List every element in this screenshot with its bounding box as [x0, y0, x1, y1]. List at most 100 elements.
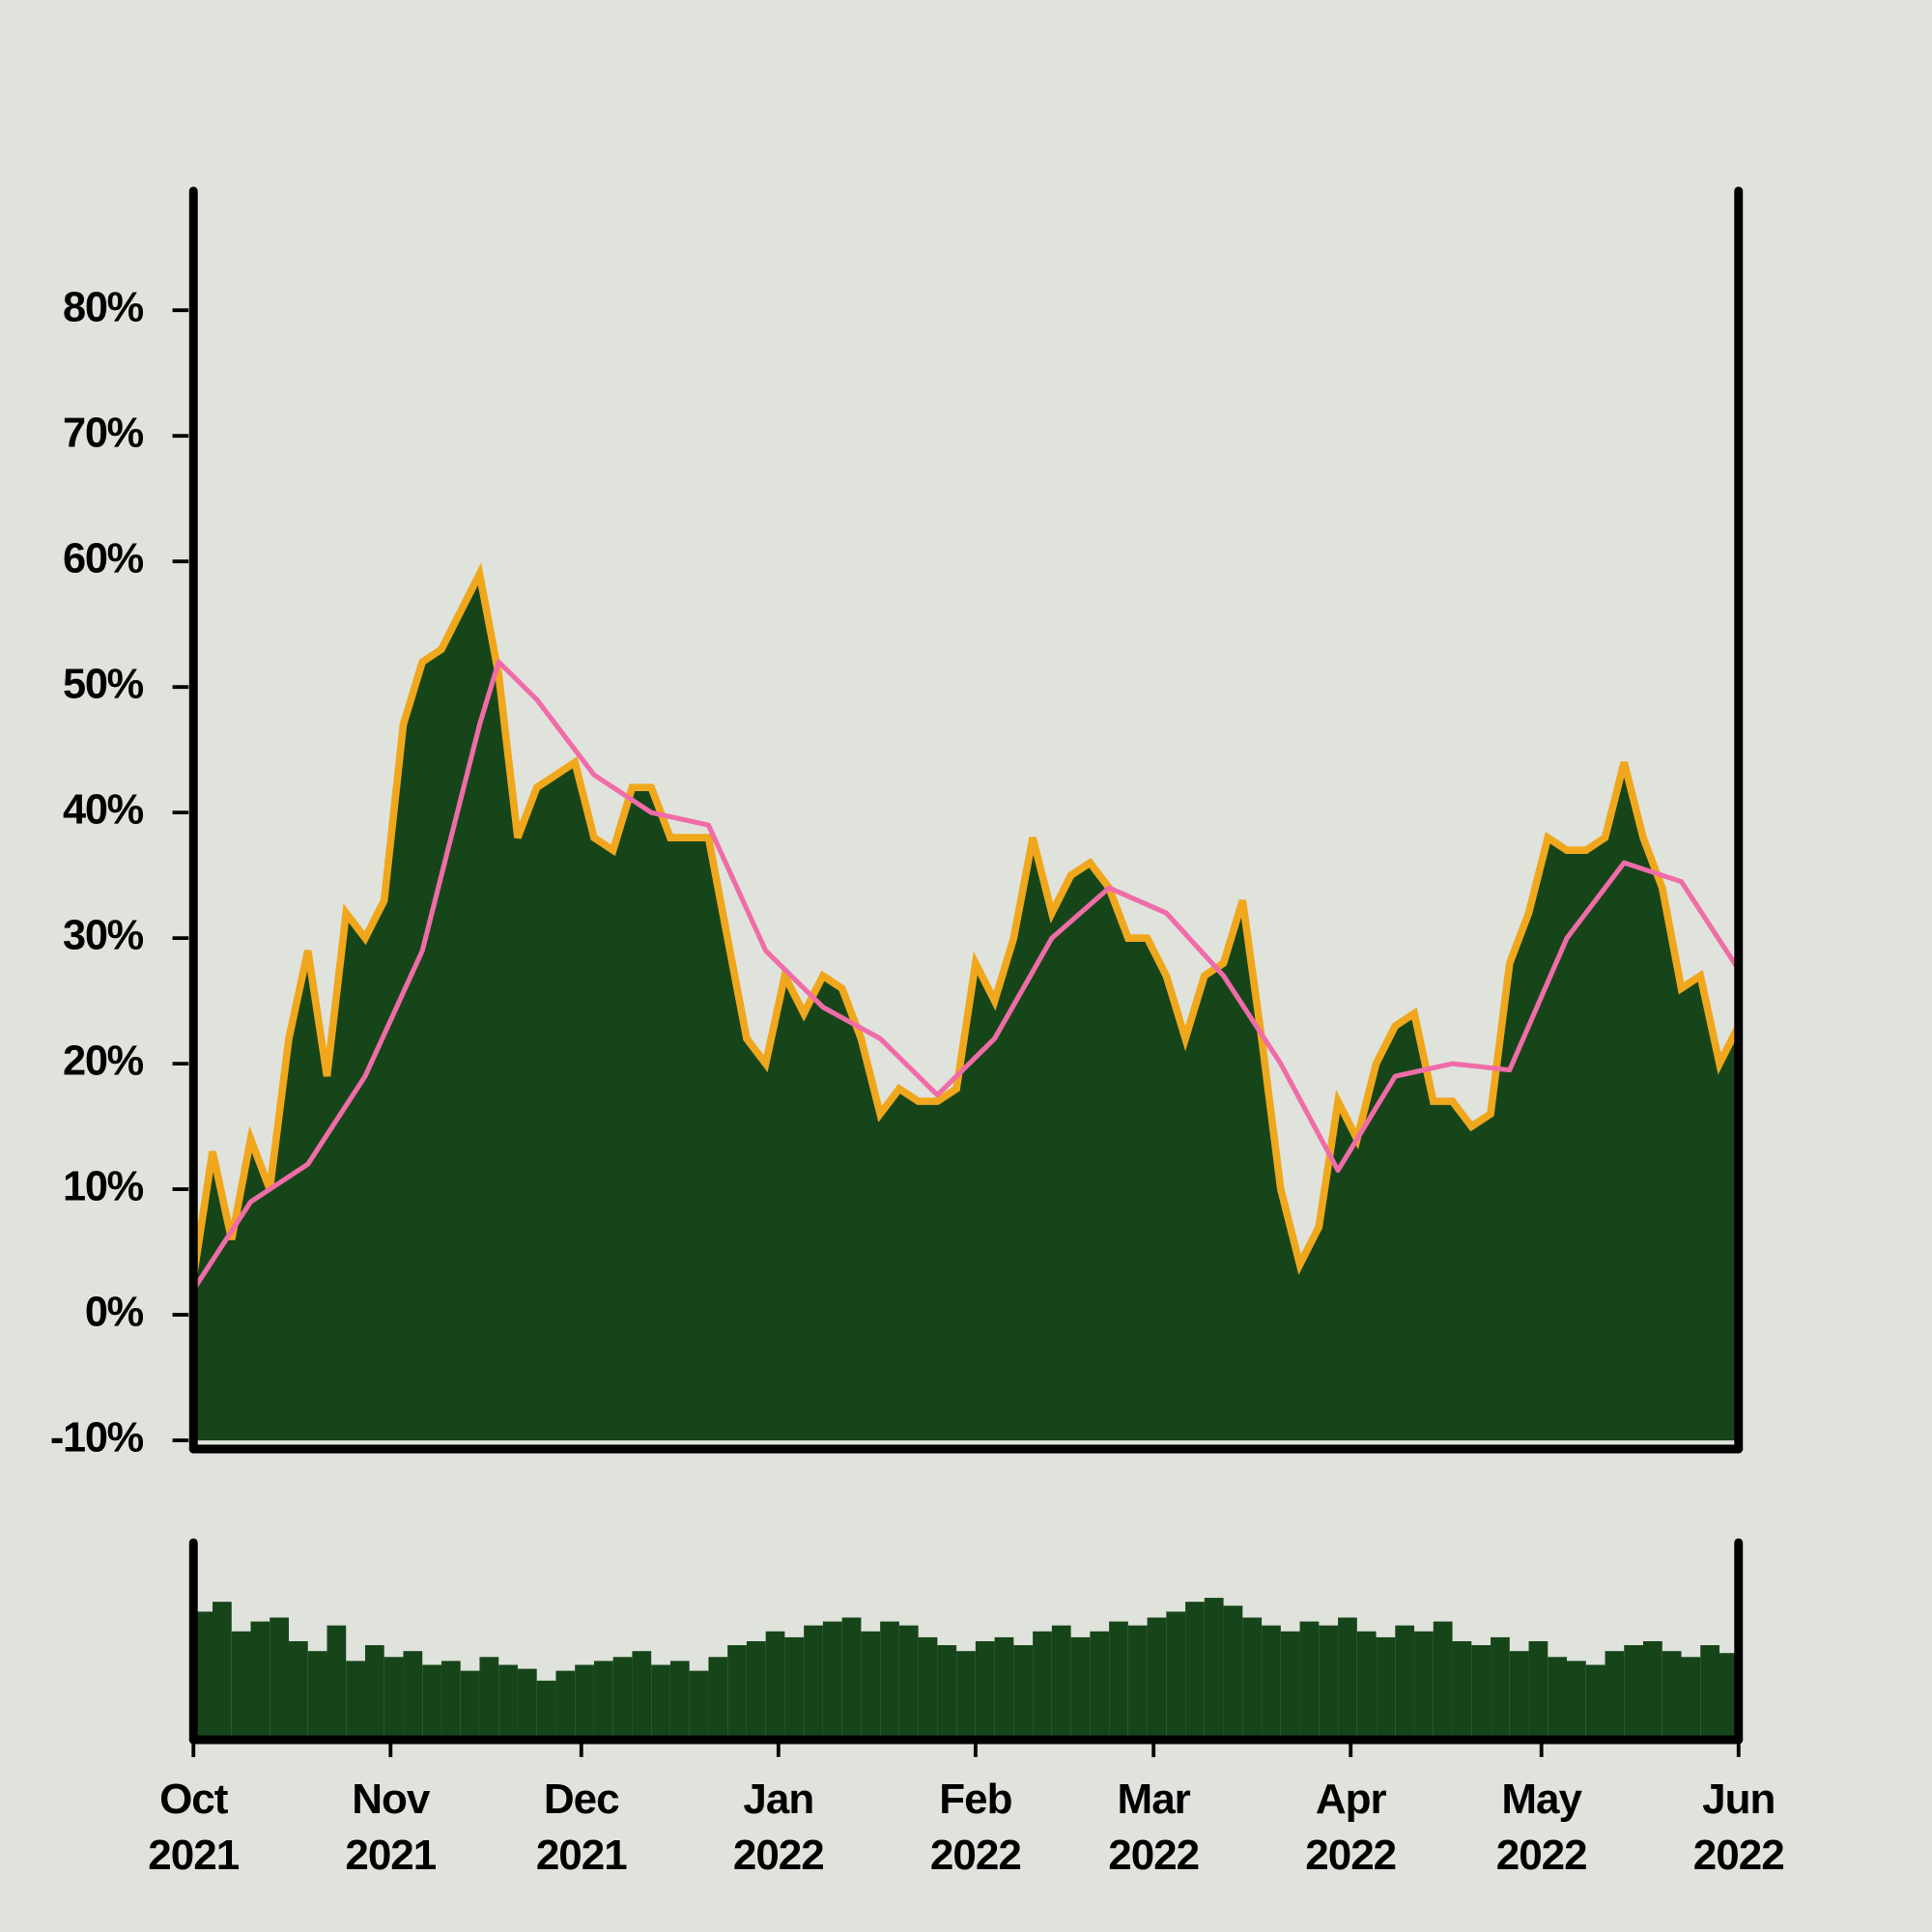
x-tick-label: Apr 2022	[1305, 1776, 1397, 1880]
volume-bar	[250, 1621, 270, 1741]
volume-bar	[1051, 1625, 1071, 1741]
volume-bar	[193, 1611, 213, 1741]
volume-bar	[270, 1617, 289, 1741]
x-tick-label: Oct 2021	[148, 1776, 240, 1880]
volume-bar	[975, 1640, 995, 1741]
volume-bar	[1070, 1636, 1091, 1741]
volume-bar	[994, 1636, 1014, 1741]
volume-bar	[784, 1636, 805, 1741]
volume-bar	[575, 1664, 594, 1741]
volume-bar	[1127, 1625, 1148, 1741]
volume-bar	[231, 1631, 251, 1741]
volume-bar	[765, 1631, 785, 1741]
volume-bar	[1452, 1640, 1472, 1741]
y-tick-label: 70%	[63, 411, 144, 457]
x-tick-label: Jan 2022	[732, 1776, 825, 1880]
volume-bar	[307, 1651, 327, 1741]
y-tick-label: 40%	[63, 787, 144, 834]
volume-bar	[1643, 1640, 1662, 1741]
y-tick-label: 0%	[85, 1290, 144, 1336]
volume-bar	[327, 1625, 347, 1741]
volume-bar	[555, 1670, 576, 1741]
x-tick-label: Dec 2021	[535, 1776, 628, 1880]
volume-bar	[956, 1651, 976, 1741]
volume-bar	[1299, 1621, 1320, 1741]
volume-bar	[861, 1631, 881, 1741]
x-tick-label: Feb 2022	[929, 1776, 1022, 1880]
volume-bar	[708, 1657, 728, 1741]
price-line	[189, 562, 1743, 1278]
y-tick-label: 30%	[63, 913, 144, 959]
volume-bar	[593, 1661, 613, 1741]
volume-bar	[1471, 1645, 1492, 1741]
volume-bar	[479, 1657, 499, 1741]
volume-bar	[1605, 1651, 1625, 1741]
moving-average-line	[191, 659, 1741, 1292]
volume-bar	[498, 1664, 518, 1741]
y-tick-label: -10%	[50, 1415, 144, 1462]
x-tick-label: Mar 2022	[1108, 1776, 1200, 1880]
volume-bar	[689, 1670, 709, 1741]
volume-bar	[1242, 1617, 1263, 1741]
x-tick-label: Jun 2022	[1692, 1776, 1785, 1880]
volume-bar	[1414, 1631, 1434, 1741]
volume-bar	[403, 1651, 423, 1741]
volume-bar	[1166, 1611, 1186, 1741]
volume-bar	[1567, 1661, 1586, 1741]
volume-bar	[880, 1621, 899, 1741]
volume-bar	[1509, 1651, 1529, 1741]
volume-bar	[213, 1602, 232, 1741]
volume-bar	[1585, 1664, 1605, 1741]
volume-bar	[1109, 1621, 1128, 1741]
volume-bar	[1433, 1621, 1453, 1741]
y-tick-label: 20%	[63, 1038, 144, 1085]
x-tick-label: Nov 2021	[345, 1776, 437, 1880]
volume-bar	[346, 1661, 365, 1741]
volume-bar	[1204, 1598, 1224, 1741]
volume-bar	[460, 1670, 480, 1741]
volume-bar	[746, 1640, 766, 1741]
volume-bar	[822, 1621, 842, 1741]
y-tick-label: 50%	[63, 662, 144, 708]
volume-bar	[536, 1680, 556, 1741]
volume-bar	[422, 1664, 441, 1741]
volume-bar	[288, 1640, 308, 1741]
volume-bar	[384, 1657, 404, 1741]
volume-bar	[1033, 1631, 1052, 1741]
volume-bar	[1280, 1631, 1300, 1741]
volume-bar	[1376, 1636, 1396, 1741]
volume-bar	[1681, 1657, 1701, 1741]
volume-bar	[1548, 1657, 1568, 1741]
volume-bar	[669, 1661, 690, 1741]
volume-bar	[632, 1651, 652, 1741]
volume-bar	[937, 1645, 957, 1741]
volume-bar	[1338, 1617, 1357, 1741]
volume-bar	[1090, 1631, 1110, 1741]
y-tick-label: 80%	[63, 285, 144, 331]
volume-bar	[1356, 1631, 1377, 1741]
volume-bar	[1262, 1625, 1281, 1741]
volume-bar	[1662, 1651, 1682, 1741]
volume-bar	[364, 1645, 384, 1741]
volume-bar	[612, 1657, 633, 1741]
volume-bar	[727, 1645, 747, 1741]
y-tick-label: 10%	[63, 1164, 144, 1210]
x-tick-label: May 2022	[1495, 1776, 1588, 1880]
volume-bar	[1223, 1605, 1243, 1741]
volume-bar	[841, 1617, 862, 1741]
volume-bar	[1528, 1640, 1548, 1741]
volume-bar	[1147, 1617, 1167, 1741]
volume-bar	[440, 1661, 461, 1741]
volume-bar	[1700, 1645, 1719, 1741]
volume-bar	[1719, 1653, 1739, 1741]
volume-bar	[1624, 1645, 1644, 1741]
volume-bar	[898, 1625, 919, 1741]
volume-bar	[1013, 1645, 1034, 1741]
volume-bar	[1185, 1602, 1205, 1741]
volume-bar	[1395, 1625, 1415, 1741]
volume-bar	[1319, 1625, 1339, 1741]
volume-bar	[918, 1636, 938, 1741]
y-tick-label: 60%	[63, 536, 144, 582]
